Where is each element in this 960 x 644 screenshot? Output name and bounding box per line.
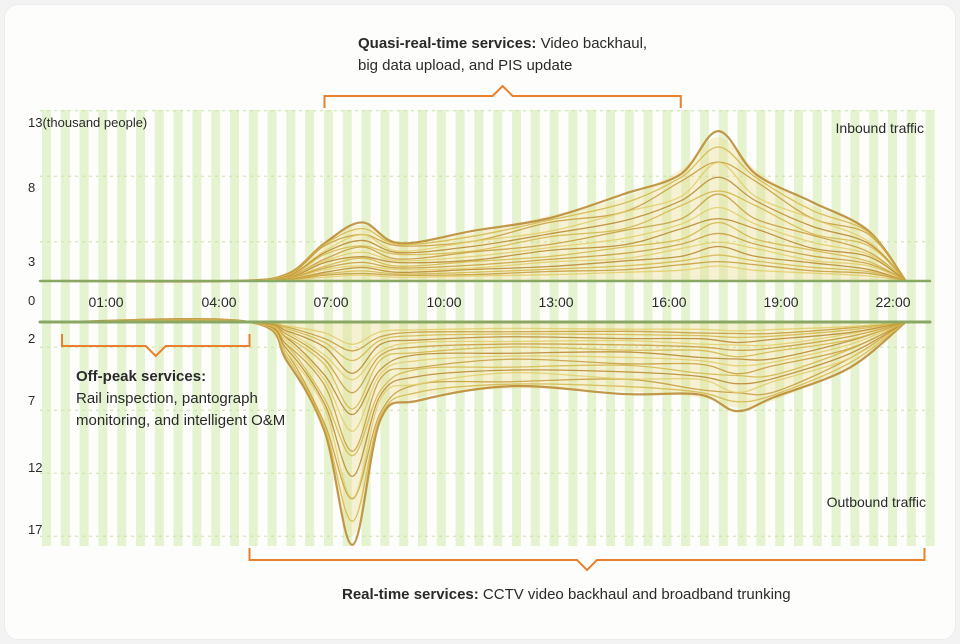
- x-tick-0700: 07:00: [313, 294, 349, 310]
- stripe-29: [587, 110, 597, 546]
- brackets: [61, 84, 926, 572]
- quasi-real-time-bracket: [323, 84, 682, 108]
- stripe-11: [248, 110, 258, 546]
- inbound-traffic-label: Inbound traffic: [824, 117, 924, 139]
- stripe-2: [79, 110, 89, 546]
- y-tick-inbound-8: 8: [28, 180, 36, 195]
- stripe-7: [173, 110, 183, 546]
- x-tick-1000: 10:00: [426, 294, 462, 310]
- quasi-text-1: Video backhaul,: [536, 35, 648, 52]
- stripe-33: [662, 110, 672, 546]
- y-tick-inbound-3: 3: [28, 254, 36, 269]
- quasi-text-2: big data upload, and PIS update: [358, 57, 573, 74]
- stripe-28: [568, 110, 578, 546]
- x-tick-1900: 19:00: [763, 294, 799, 310]
- offpeak-title: Off-peak services:: [76, 368, 207, 385]
- stripe-37: [737, 110, 747, 546]
- outbound-series-line-1: [61, 318, 907, 522]
- stripe-47: [925, 110, 935, 546]
- stripe-17: [361, 110, 371, 546]
- real-time-bracket: [248, 548, 926, 572]
- real-time-annotation: Real-time services: CCTV video backhaul …: [342, 584, 791, 606]
- stripe-18: [380, 110, 390, 546]
- stripe-36: [718, 110, 728, 546]
- realtime-text: CCTV video backhaul and broadband trunki…: [478, 586, 791, 603]
- stripe-46: [906, 110, 916, 546]
- offpeak-text-2: monitoring, and intelligent O&M: [76, 412, 286, 429]
- stripe-19: [399, 110, 409, 546]
- axis-band: [38, 279, 932, 324]
- inbound-series-line-0: [61, 130, 907, 283]
- stripe-22: [455, 110, 465, 546]
- outbound-series-line-12: [61, 320, 906, 374]
- stripe-21: [436, 110, 446, 546]
- quasi-title: Quasi-real-time services:: [358, 35, 537, 52]
- outbound-series-line-15: [61, 321, 906, 345]
- stripe-3: [98, 110, 108, 546]
- stripe-14: [305, 110, 315, 546]
- y-tick-zero: 0: [28, 293, 36, 308]
- x-tick-1600: 16:00: [651, 294, 687, 310]
- stripe-0: [42, 110, 51, 546]
- stripe-34: [681, 110, 691, 546]
- stripe-39: [775, 110, 785, 546]
- y-tick-inbound-13: 13(thousand people): [28, 115, 148, 130]
- stripe-20: [418, 110, 427, 546]
- stripe-38: [756, 110, 766, 546]
- stripe-31: [624, 110, 634, 546]
- outbound-series-group: [61, 317, 907, 546]
- stripe-9: [211, 110, 221, 546]
- off-peak-annotation: Off-peak services: Rail inspection, pant…: [76, 366, 285, 432]
- quasi-real-time-annotation: Quasi-real-time services: Video backhaul…: [358, 33, 647, 77]
- outbound-traffic-label: Outbound traffic: [824, 491, 926, 513]
- outbound-series-line-3: [61, 319, 907, 499]
- stripe-32: [643, 110, 653, 546]
- stripe-42: [831, 110, 841, 546]
- x-tick-0100: 01:00: [88, 294, 124, 310]
- stripe-16: [342, 110, 352, 546]
- outbound-traffic-text: Outbound traffic: [826, 494, 926, 510]
- y-tick-outbound-2: 2: [28, 331, 36, 346]
- y-tick-outbound-17: 17: [28, 522, 43, 537]
- x-tick-1300: 13:00: [538, 294, 574, 310]
- realtime-title: Real-time services:: [342, 586, 479, 603]
- outbound-series-line-14: [61, 320, 906, 352]
- stripe-40: [794, 110, 803, 546]
- stripe-10: [230, 110, 239, 546]
- outbound-series-line-4: [61, 319, 907, 477]
- stripe-23: [474, 110, 484, 546]
- x-tick-0400: 04:00: [201, 294, 237, 310]
- stripe-30: [606, 110, 615, 546]
- x-tick-2200: 22:00: [875, 294, 911, 310]
- outbound-series-line-6: [61, 319, 907, 452]
- y-tick-outbound-12: 12: [28, 460, 43, 475]
- outbound-series-line-9: [61, 320, 906, 410]
- outbound-series-line-13: [61, 320, 906, 362]
- outbound-series-line-0: [61, 317, 907, 546]
- stripe-8: [192, 110, 202, 546]
- outbound-envelope-fill: [62, 319, 906, 537]
- inbound-series-group: [61, 130, 907, 283]
- stripe-15: [324, 110, 333, 546]
- outbound-series-line-10: [61, 320, 906, 394]
- stripe-5: [136, 110, 145, 546]
- gridlines: [40, 110, 930, 537]
- stripe-35: [700, 110, 709, 546]
- stripe-6: [154, 110, 164, 546]
- stripe-1: [60, 110, 70, 546]
- inbound-traffic-text: Inbound traffic: [835, 120, 924, 136]
- stripe-4: [117, 110, 127, 546]
- y-tick-outbound-7: 7: [28, 393, 36, 408]
- offpeak-text-1: Rail inspection, pantograph: [76, 390, 258, 407]
- off-peak-bracket: [61, 334, 251, 358]
- outbound-series-line-7: [61, 319, 906, 432]
